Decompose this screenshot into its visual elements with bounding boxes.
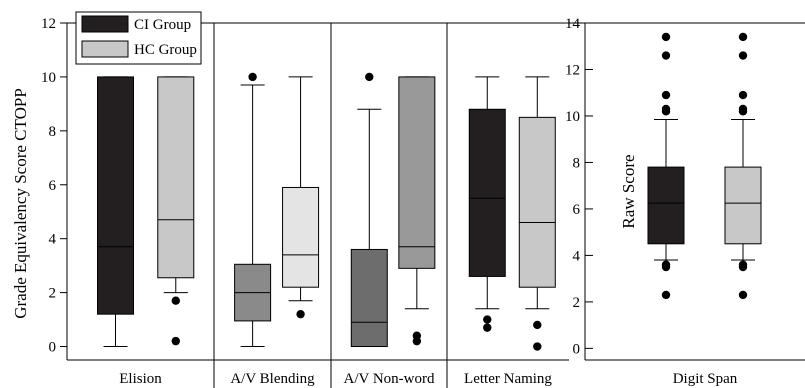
outlier-point xyxy=(738,262,748,272)
outlier-point xyxy=(738,90,748,100)
box-iqr xyxy=(398,76,436,269)
box-a-v-non-word-ci xyxy=(350,72,388,348)
outlier-point xyxy=(738,290,748,300)
category-label: Letter Naming xyxy=(464,371,552,387)
box-a-v-blending-hc xyxy=(282,76,320,319)
right-ytick-label: 2 xyxy=(573,295,581,311)
left-ytick-label: 0 xyxy=(49,340,57,356)
outlier-point xyxy=(483,323,492,332)
left-y-axis-title: Grade Equivalency Score CTOPP xyxy=(11,88,30,319)
outlier-point xyxy=(738,107,748,116)
outlier-point xyxy=(533,320,542,330)
box-digit-span-ci xyxy=(647,32,685,300)
right-ytick-label: 14 xyxy=(565,16,581,32)
box-digit-span-hc xyxy=(724,32,762,300)
outlier-point xyxy=(171,296,180,305)
left-ytick-label: 2 xyxy=(49,286,57,302)
right-ytick-label: 8 xyxy=(573,155,581,171)
outlier-point xyxy=(533,342,542,351)
outlier-point xyxy=(738,51,748,60)
outlier-point xyxy=(248,72,257,82)
outlier-point xyxy=(661,290,671,300)
box-iqr xyxy=(518,116,556,288)
outlier-point xyxy=(171,336,180,346)
right-ytick-label: 6 xyxy=(573,202,581,218)
outlier-point xyxy=(296,309,305,319)
left-ytick-label: 8 xyxy=(49,124,57,140)
box-iqr xyxy=(350,248,388,348)
category-label: Digit Span xyxy=(673,371,738,387)
box-elision-ci xyxy=(97,76,135,348)
legend-label: HC Group xyxy=(134,42,197,58)
box-iqr xyxy=(157,76,195,279)
box-iqr xyxy=(647,166,685,245)
left-ytick-label: 6 xyxy=(49,178,57,194)
outlier-point xyxy=(661,32,671,42)
outlier-point xyxy=(412,336,422,346)
right-y-axis-title: Raw Score xyxy=(619,154,638,228)
right-ytick-label: 12 xyxy=(565,62,580,78)
legend-swatch xyxy=(81,15,129,33)
legend-label: CI Group xyxy=(134,17,191,33)
outlier-point xyxy=(738,32,748,42)
category-label: A/V Non-word xyxy=(344,371,435,387)
left-ytick-label: 10 xyxy=(41,70,56,86)
box-iqr xyxy=(468,108,506,277)
outlier-point xyxy=(661,90,671,100)
left-ytick-label: 4 xyxy=(49,232,57,248)
box-elision-hc xyxy=(157,76,195,346)
outlier-point xyxy=(483,315,492,324)
box-letter-naming-hc xyxy=(518,76,556,351)
outlier-point xyxy=(661,262,671,272)
outlier-point xyxy=(661,51,671,60)
right-ytick-label: 10 xyxy=(565,109,580,125)
box-letter-naming-ci xyxy=(468,76,506,332)
box-a-v-blending-ci xyxy=(234,72,272,348)
category-label: A/V Blending xyxy=(230,371,315,387)
legend-swatch xyxy=(81,40,129,58)
category-label: Elision xyxy=(119,371,162,387)
box-a-v-non-word-hc xyxy=(398,76,436,346)
legend xyxy=(75,11,202,65)
box-iqr xyxy=(97,76,135,315)
right-ytick-label: 4 xyxy=(573,248,581,264)
outlier-point xyxy=(661,107,671,116)
right-ytick-label: 0 xyxy=(573,341,581,357)
box-iqr xyxy=(724,166,762,245)
left-ytick-label: 12 xyxy=(41,16,56,32)
outlier-point xyxy=(365,72,374,82)
box-iqr xyxy=(282,186,320,288)
